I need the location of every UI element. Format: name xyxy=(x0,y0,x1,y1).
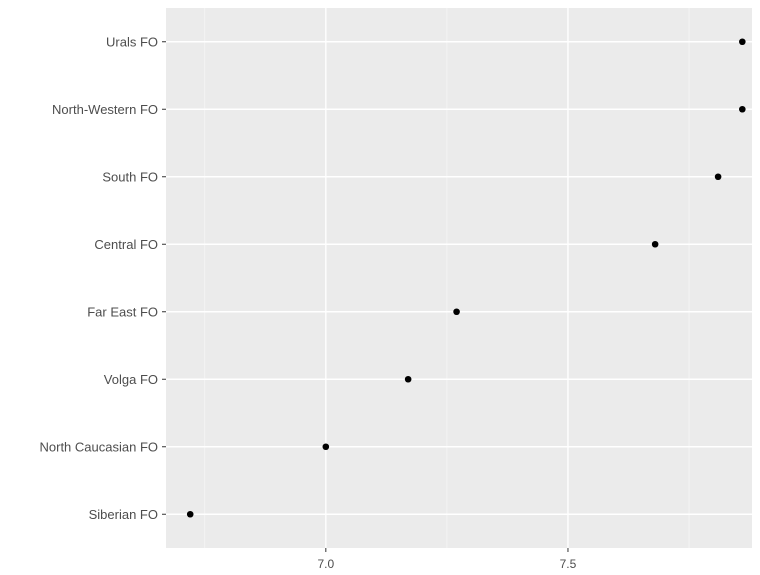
y-tick-label: Central FO xyxy=(94,237,158,252)
y-tick-label: Far East FO xyxy=(87,304,158,319)
minor-gridlines xyxy=(204,8,690,548)
plot-panel xyxy=(166,8,752,548)
y-tick-label: Siberian FO xyxy=(89,507,158,522)
data-point xyxy=(739,38,746,46)
y-axis: Siberian FO North Caucasian FO Volga FO Far… xyxy=(40,34,166,522)
y-tick-label: North Caucasian FO xyxy=(40,439,159,454)
y-tick-label: Urals FO xyxy=(106,34,158,49)
data-point xyxy=(739,105,746,113)
x-tick-label: 7.0 xyxy=(317,557,334,571)
x-axis: 7.0 7.5 xyxy=(317,548,577,571)
y-tick-label: North-Western FO xyxy=(52,102,158,117)
data-point xyxy=(186,510,194,518)
data-point xyxy=(651,240,659,248)
data-points xyxy=(186,38,746,518)
x-tick-label: 7.5 xyxy=(560,557,577,571)
data-point xyxy=(453,308,460,316)
y-tick-label: Volga FO xyxy=(104,372,158,387)
data-point xyxy=(714,173,722,181)
data-point xyxy=(322,443,330,451)
y-tick-label: South FO xyxy=(102,169,158,184)
data-point xyxy=(404,375,412,383)
